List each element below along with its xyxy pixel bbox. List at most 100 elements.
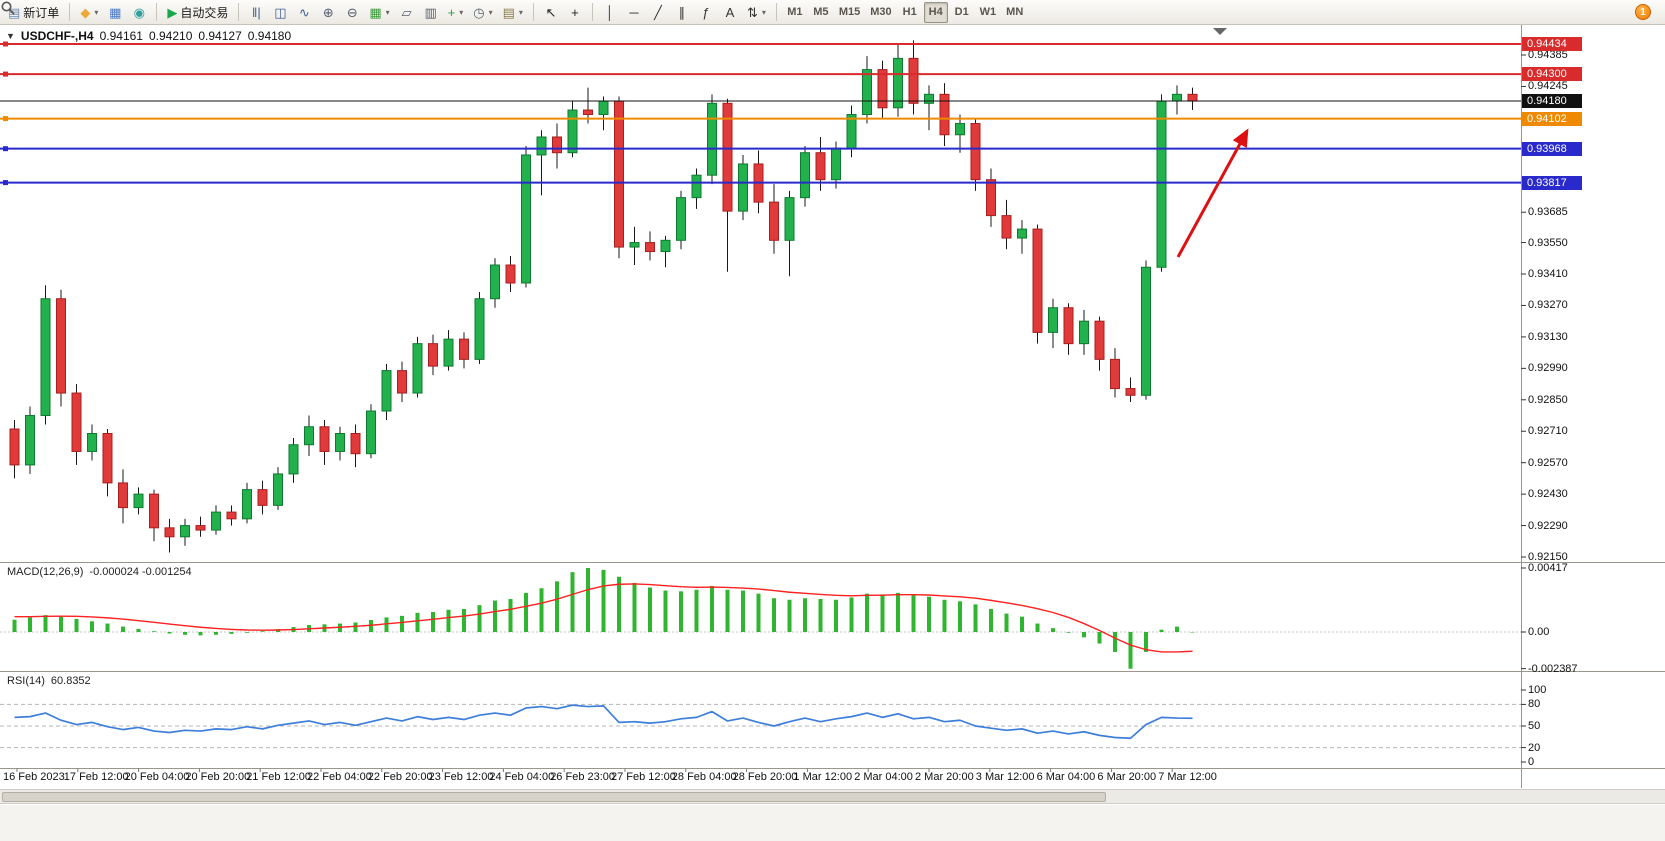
metaeditor-button[interactable]: ◆ ▾ — [76, 2, 102, 23]
time-axis-label: 28 Feb 04:00 — [671, 771, 737, 783]
timeframe-h1-button[interactable]: H1 — [902, 6, 917, 18]
time-axis-label: 3 Mar 12:00 — [975, 771, 1035, 783]
macd-histogram-bar — [415, 612, 420, 632]
hline-handle[interactable] — [3, 146, 8, 152]
price-axis-tick: 0.93685 — [1528, 206, 1568, 219]
macd-histogram-bar — [28, 617, 32, 632]
notification-badge[interactable]: 1 — [1635, 4, 1651, 20]
candle — [1141, 266, 1151, 396]
zoom-in-button[interactable]: ⊕ — [317, 2, 339, 23]
fibonacci-icon: ƒ — [702, 4, 710, 20]
candle — [397, 370, 407, 394]
crosshair-button[interactable]: + — [564, 2, 586, 23]
candlestick-chart-button[interactable]: ◫ — [269, 2, 291, 23]
one-click-trading-arrow[interactable]: ▼ — [6, 31, 15, 41]
market-button[interactable]: ▦ — [104, 2, 126, 23]
candle — [211, 511, 221, 531]
fibonacci-button[interactable]: ƒ — [695, 2, 717, 23]
arrows-button[interactable]: ⇅ ▾ — [743, 2, 770, 23]
timeframe-m1-button[interactable]: M1 — [787, 6, 803, 18]
chart-title: ▼ USDCHF-,H4 0.94161 0.94210 0.94127 0.9… — [6, 29, 291, 43]
trendline-button[interactable]: ╱ — [647, 2, 669, 23]
line-chart-button[interactable]: ∿ — [293, 2, 315, 23]
macd-histogram-bar — [958, 601, 962, 632]
macd-histogram-bar — [477, 605, 482, 632]
zoom-out-button[interactable]: ⊖ — [341, 2, 363, 23]
dropdown-caret-icon: ▾ — [761, 7, 766, 17]
trendline-icon: ╱ — [654, 4, 662, 20]
timeframe-m30-button[interactable]: M30 — [870, 6, 892, 18]
periods-button[interactable]: ◷ ▾ — [469, 2, 496, 23]
candle — [645, 242, 655, 253]
timeframe-d1-button[interactable]: D1 — [954, 6, 969, 18]
price-line-label: 0.93817 — [1522, 175, 1582, 190]
macd-histogram-bar — [663, 590, 668, 632]
macd-histogram-bar — [818, 598, 823, 632]
time-axis-label: 22 Feb 04:00 — [307, 771, 372, 783]
toolbar: ▤ 新订单 ◆ ▾ ▦ ◉ ▶ 自动交易 ‖| ◫ ∿ ⊕ ⊖ ▦ ▾ ▱ ▥ + ▾ ◷ ▾ ▤ ▾ ↖ + │ ─ ╱ ∥ ƒ A ⇅ ▾ M… — [0, 0, 1665, 25]
macd-histogram-bar — [772, 598, 776, 632]
time-axis-label: 26 Feb 23:00 — [550, 771, 616, 783]
autotrading-button[interactable]: ▶ 自动交易 — [163, 2, 232, 23]
tile-windows-button[interactable]: ▥ — [420, 2, 442, 23]
candle — [1063, 307, 1074, 345]
vertical-line-button[interactable]: │ — [599, 2, 621, 23]
ohlc-high: 0.94210 — [148, 29, 193, 43]
candle — [366, 410, 376, 455]
candle — [552, 136, 562, 154]
hline-handle[interactable] — [3, 41, 8, 47]
candle — [800, 152, 810, 199]
autotrading-play-icon: ▶ — [167, 4, 178, 20]
macd-title: MACD(12,26,9) — [7, 566, 84, 578]
price-axis-tick: 0.94385 — [1528, 49, 1568, 61]
timeframe-mn-button[interactable]: MN — [1006, 6, 1024, 18]
candle — [738, 163, 748, 212]
chart-canvas[interactable] — [0, 0, 1665, 790]
price-line-label: 0.94300 — [1522, 67, 1582, 82]
candle — [428, 343, 438, 367]
timeframe-w1-button[interactable]: W1 — [979, 6, 997, 18]
macd-histogram-bar — [787, 599, 792, 632]
timeframe-h4-button[interactable]: H4 — [923, 1, 948, 23]
new-order-button[interactable]: ▤ 新订单 — [4, 2, 63, 23]
macd-histogram-bar — [431, 612, 435, 632]
bar-chart-button[interactable]: ‖| — [245, 2, 267, 23]
hline-handle[interactable] — [3, 116, 8, 122]
horizontal-line-button[interactable]: ─ — [623, 2, 645, 23]
candle — [1079, 320, 1089, 345]
candle — [1032, 228, 1043, 333]
macd-histogram-bar — [725, 589, 730, 632]
profiles-button[interactable]: ▦ ▾ — [365, 2, 393, 23]
macd-histogram-bar — [167, 632, 172, 634]
timeframe-m5-button[interactable]: M5 — [813, 6, 829, 18]
candle — [986, 179, 996, 217]
macd-histogram-bar — [648, 587, 652, 632]
cascade-windows-button[interactable]: ▱ — [396, 2, 418, 23]
cursor-button[interactable]: ↖ — [540, 2, 562, 23]
candle — [102, 432, 113, 484]
dropdown-caret-icon: ▾ — [518, 7, 523, 17]
macd-histogram-bar — [121, 626, 125, 632]
hline-handle[interactable] — [3, 180, 8, 186]
time-axis-label: 6 Mar 04:00 — [1036, 771, 1096, 783]
search-icon[interactable] — [0, 0, 16, 16]
macd-histogram-bar — [12, 619, 17, 632]
timeframe-m15-button[interactable]: M15 — [838, 6, 861, 18]
price-axis-tick: 0.92430 — [1528, 488, 1568, 501]
text-button[interactable]: A — [719, 2, 741, 23]
new-chart-button[interactable]: + ▾ — [444, 2, 468, 23]
channel-button[interactable]: ∥ — [671, 2, 693, 23]
trend-arrow-annotation[interactable] — [1176, 128, 1249, 258]
price-axis-tick: 0.92570 — [1528, 456, 1568, 469]
templates-button[interactable]: ▤ ▾ — [499, 2, 527, 23]
scrollbar-thumb[interactable] — [2, 792, 1106, 802]
hline-handle[interactable] — [3, 71, 8, 77]
time-axis-label: 16 Feb 2023 — [3, 771, 65, 783]
horizontal-scrollbar[interactable] — [0, 789, 1665, 804]
community-button[interactable]: ◉ — [128, 2, 150, 23]
globe-icon: ◉ — [133, 4, 145, 20]
candle — [164, 527, 175, 538]
rsi-values: 60.8352 — [50, 675, 91, 687]
macd-histogram-bar — [1020, 616, 1024, 632]
time-axis-label: 6 Mar 20:00 — [1097, 771, 1157, 783]
